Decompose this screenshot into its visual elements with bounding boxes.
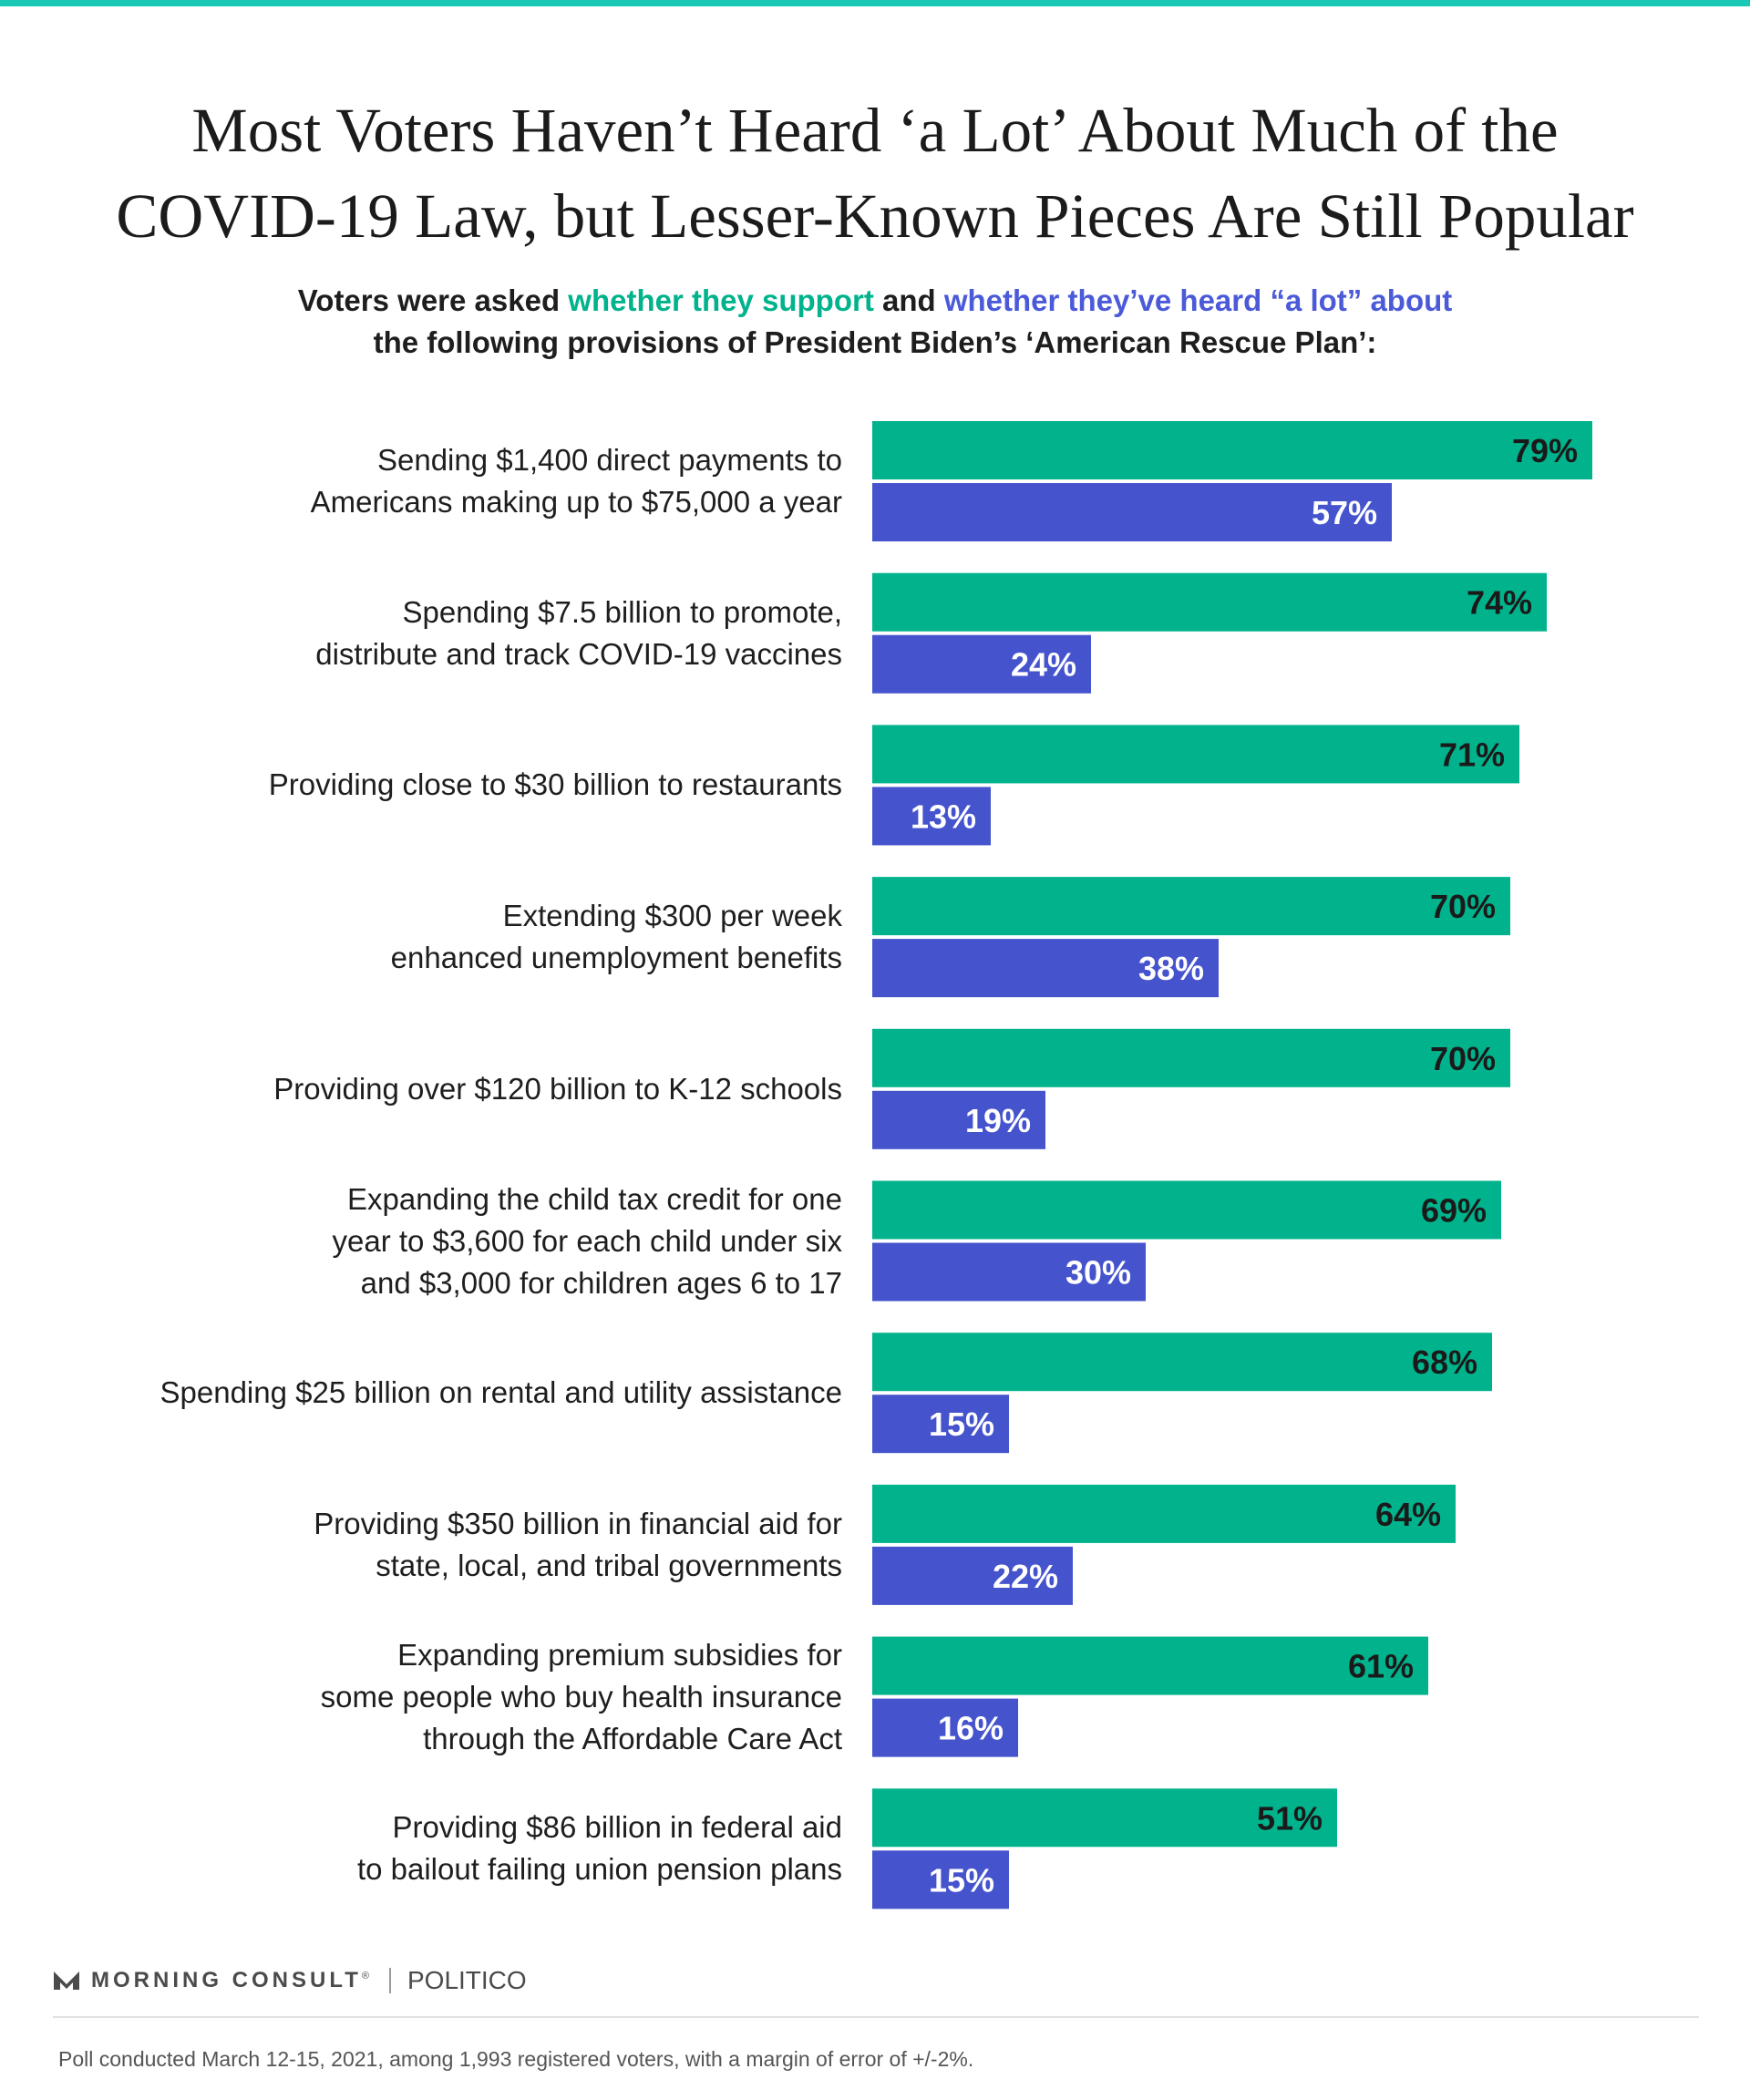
bar-support-8 xyxy=(872,1636,1428,1695)
category-label-5: Expanding the child tax credit for one ye… xyxy=(36,1179,842,1304)
trademark-mark: ® xyxy=(361,1971,369,1982)
data-label-heard-7: 22% xyxy=(993,1558,1058,1595)
category-label-5-line-2: and $3,000 for children ages 6 to 17 xyxy=(360,1265,842,1300)
data-label-heard-9: 15% xyxy=(929,1861,994,1899)
bar-heard-4 xyxy=(872,1090,1045,1149)
category-label-2: Providing close to $30 billion to restau… xyxy=(36,764,842,806)
category-label-7: Providing $350 billion in financial aid … xyxy=(36,1503,842,1587)
bar-heard-6 xyxy=(872,1395,1009,1454)
bar-heard-2 xyxy=(872,787,991,846)
bar-support-2 xyxy=(872,725,1519,784)
category-label-0-line-1: Americans making up to $75,000 a year xyxy=(310,485,842,519)
bar-heard-1 xyxy=(872,634,1091,694)
subtitle-text-2: and xyxy=(873,283,944,317)
category-label-7-line-1: state, local, and tribal governments xyxy=(376,1548,842,1582)
category-label-8-line-1: some people who buy health insurance xyxy=(320,1679,842,1714)
category-label-2-line-0: Providing close to $30 billion to restau… xyxy=(268,767,842,802)
data-label-support-5: 69% xyxy=(1421,1192,1487,1230)
category-label-8: Expanding premium subsidies for some peop… xyxy=(36,1634,842,1760)
title-line-1: Most Voters Haven’t Heard ‘a Lot’ About … xyxy=(191,96,1559,165)
title-line-2: COVID-19 Law, but Lesser-Known Pieces Ar… xyxy=(116,181,1634,251)
bar-heard-3 xyxy=(872,939,1219,998)
data-label-heard-0: 57% xyxy=(1312,494,1377,531)
footnote: Poll conducted March 12-15, 2021, among … xyxy=(58,2047,974,2071)
data-label-support-0: 79% xyxy=(1512,432,1578,469)
bar-support-0 xyxy=(872,421,1592,479)
bar-support-7 xyxy=(872,1484,1456,1543)
data-label-heard-3: 38% xyxy=(1138,950,1204,987)
chart-title: Most Voters Haven’t Heard ‘a Lot’ About … xyxy=(0,88,1750,259)
bar-support-3 xyxy=(872,877,1510,936)
subtitle-line-1: Voters were asked whether they support a… xyxy=(0,280,1750,322)
category-label-5-line-1: year to $3,600 for each child under six xyxy=(332,1223,842,1258)
category-label-6: Spending $25 billion on rental and utili… xyxy=(36,1372,843,1414)
category-label-1-line-1: distribute and track COVID-19 vaccines xyxy=(315,636,842,671)
top-accent-bar xyxy=(0,0,1750,6)
data-label-heard-1: 24% xyxy=(1011,646,1076,684)
category-label-9: Providing $86 billion in federal aid to b… xyxy=(36,1807,842,1890)
category-label-8-line-2: through the Affordable Care Act xyxy=(423,1721,842,1755)
data-label-heard-4: 19% xyxy=(965,1102,1031,1139)
category-label-3-line-0: Extending $300 per week xyxy=(502,899,842,933)
subtitle-heard-legend: whether they’ve heard “a lot” about xyxy=(943,283,1453,317)
category-label-7-line-0: Providing $350 billion in financial aid … xyxy=(314,1506,842,1540)
category-label-8-line-0: Expanding premium subsidies for xyxy=(397,1637,842,1672)
category-label-3: Extending $300 per week enhanced unemploy… xyxy=(36,895,842,979)
chart-subtitle: Voters were asked whether they support a… xyxy=(0,280,1750,364)
category-label-0: Sending $1,400 direct payments to America… xyxy=(36,439,842,523)
category-label-1: Spending $7.5 billion to promote, distrib… xyxy=(36,592,842,675)
data-label-support-3: 70% xyxy=(1430,888,1496,925)
category-label-9-line-1: to bailout failing union pension plans xyxy=(356,1852,842,1887)
data-label-heard-5: 30% xyxy=(1065,1254,1131,1292)
bar-heard-8 xyxy=(872,1698,1018,1757)
category-label-1-line-0: Spending $7.5 billion to promote, xyxy=(402,594,843,629)
data-label-heard-2: 13% xyxy=(911,798,976,835)
data-label-support-8: 61% xyxy=(1348,1648,1414,1685)
category-label-9-line-0: Providing $86 billion in federal aid xyxy=(392,1810,843,1845)
bar-heard-7 xyxy=(872,1546,1073,1605)
data-label-heard-6: 15% xyxy=(929,1405,994,1443)
footer-divider xyxy=(53,2016,1699,2018)
politico-logo: POLITICO xyxy=(407,1966,527,1994)
morning-consult-logo-text: MORNING CONSULT xyxy=(91,1968,362,1992)
data-label-support-9: 51% xyxy=(1257,1799,1323,1837)
bar-heard-0 xyxy=(872,483,1392,541)
category-label-4: Providing over $120 billion to K-12 scho… xyxy=(36,1068,842,1110)
bar-support-1 xyxy=(872,572,1547,632)
bar-support-9 xyxy=(872,1788,1337,1848)
subtitle-line-2: the following provisions of President Bi… xyxy=(373,325,1377,359)
morning-consult-m-icon xyxy=(54,1971,79,1990)
data-label-support-4: 70% xyxy=(1430,1040,1496,1077)
data-label-support-2: 71% xyxy=(1439,736,1505,773)
footer-logos: MORNING CONSULT® POLITICO xyxy=(53,1962,527,1999)
category-label-6-line-0: Spending $25 billion on rental and utili… xyxy=(160,1375,843,1410)
category-label-3-line-1: enhanced unemployment benefits xyxy=(390,941,842,975)
bar-support-6 xyxy=(872,1333,1492,1392)
data-label-heard-8: 16% xyxy=(938,1710,1004,1747)
subtitle-support-legend: whether they support xyxy=(568,283,874,317)
category-label-4-line-0: Providing over $120 billion to K-12 scho… xyxy=(273,1071,842,1106)
category-label-0-line-0: Sending $1,400 direct payments to xyxy=(376,443,842,477)
data-label-support-1: 74% xyxy=(1467,584,1532,622)
bar-heard-9 xyxy=(872,1850,1009,1910)
logo-divider xyxy=(388,1968,391,1993)
data-label-support-7: 64% xyxy=(1375,1496,1441,1533)
bar-support-4 xyxy=(872,1028,1510,1087)
category-label-5-line-0: Expanding the child tax credit for one xyxy=(346,1181,842,1216)
morning-consult-logo: MORNING CONSULT® xyxy=(91,1968,369,1993)
bar-support-5 xyxy=(872,1180,1501,1240)
subtitle-text-1: Voters were asked xyxy=(297,283,569,317)
bar-heard-5 xyxy=(872,1242,1146,1302)
data-label-support-6: 68% xyxy=(1412,1343,1477,1381)
